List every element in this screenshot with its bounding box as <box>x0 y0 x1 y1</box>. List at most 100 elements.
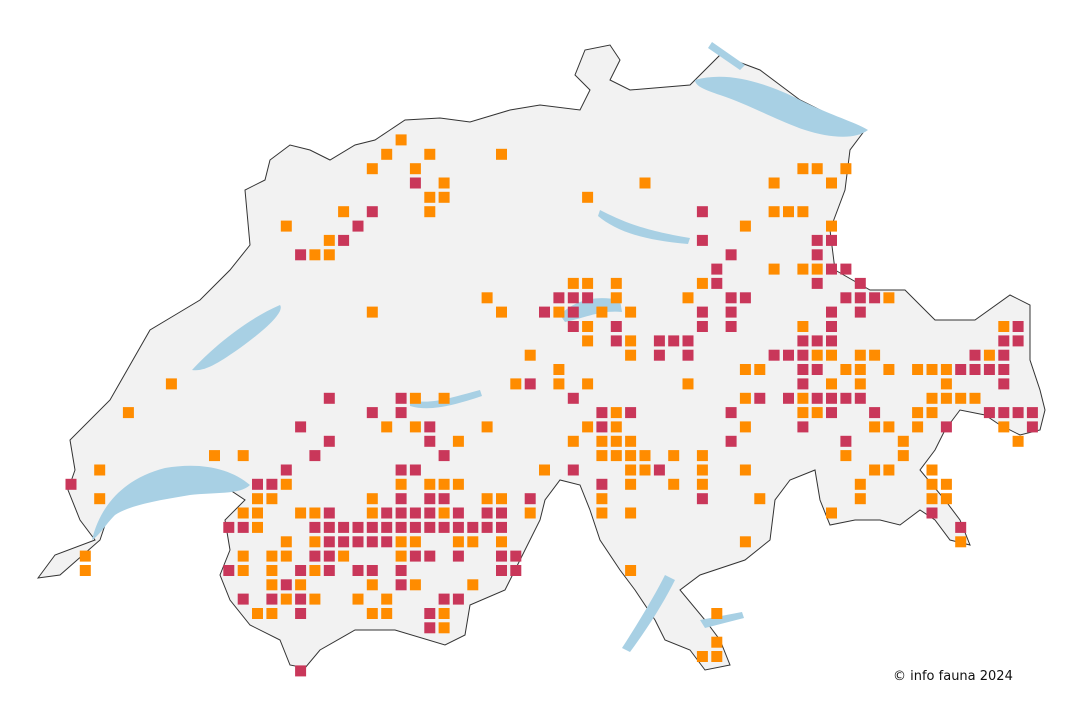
grid-cell-orange <box>797 392 809 404</box>
grid-cell-orange <box>309 249 321 261</box>
grid-cell-red <box>739 292 751 304</box>
grid-cell-orange <box>452 478 464 490</box>
grid-cell-orange <box>854 364 866 375</box>
grid-cell-orange <box>840 364 852 375</box>
grid-cell-red <box>696 234 708 246</box>
grid-cell-orange <box>625 349 637 361</box>
grid-cell-orange <box>366 579 378 591</box>
grid-cell-orange <box>510 378 522 390</box>
grid-cell-orange <box>237 565 249 576</box>
grid-cell-red <box>955 364 967 375</box>
grid-cell-red <box>295 249 307 261</box>
grid-cell-red <box>610 335 622 347</box>
grid-cell-red <box>854 277 866 289</box>
grid-cell-orange <box>424 478 436 490</box>
grid-cell-red <box>725 435 737 447</box>
grid-cell-orange <box>625 507 637 519</box>
grid-cell-orange <box>926 364 938 375</box>
grid-cell-red <box>826 306 837 318</box>
grid-cell-orange <box>811 407 823 419</box>
grid-cell-orange <box>252 521 263 533</box>
grid-cell-red <box>826 321 837 332</box>
grid-cell-orange <box>409 536 421 548</box>
grid-cell-orange <box>438 622 450 634</box>
grid-cell-red <box>797 335 809 347</box>
grid-cell-red <box>409 550 421 562</box>
grid-cell-orange <box>639 464 651 476</box>
grid-cell-orange <box>768 206 780 218</box>
grid-cell-red <box>366 206 378 218</box>
grid-cell-orange <box>481 292 493 304</box>
grid-cell-red <box>338 536 350 548</box>
grid-cell-orange <box>567 277 579 289</box>
grid-cell-orange <box>280 550 292 562</box>
grid-cell-orange <box>854 493 866 505</box>
grid-cell-red <box>280 579 292 591</box>
grid-cell-red <box>811 364 823 375</box>
grid-cell-red <box>496 565 507 576</box>
grid-cell-red <box>998 364 1010 375</box>
grid-cell-orange <box>481 493 493 505</box>
grid-cell-orange <box>811 263 823 275</box>
grid-cell-orange <box>739 392 751 404</box>
grid-cell-orange <box>481 421 493 433</box>
grid-cell-orange <box>424 206 436 218</box>
grid-cell-red <box>481 507 493 519</box>
grid-cell-orange <box>395 134 407 146</box>
grid-cell-orange <box>94 464 106 476</box>
grid-cell-red <box>223 565 235 576</box>
lake-geneva <box>92 465 250 540</box>
grid-cell-red <box>725 249 737 261</box>
grid-cell-orange <box>940 378 952 390</box>
lake-maggiore <box>622 575 675 652</box>
grid-cell-red <box>424 521 436 533</box>
lake-neuchatel <box>192 305 281 371</box>
grid-cell-orange <box>409 579 421 591</box>
grid-cell-red <box>998 407 1010 419</box>
grid-cell-orange <box>338 550 350 562</box>
grid-cell-orange <box>826 507 837 519</box>
grid-cell-orange <box>539 464 550 476</box>
grid-cell-orange <box>854 378 866 390</box>
grid-cell-orange <box>826 378 837 390</box>
grid-cell-red <box>323 536 335 548</box>
grid-cell-red <box>381 521 393 533</box>
grid-cell-red <box>826 407 837 419</box>
grid-cell-orange <box>582 277 594 289</box>
grid-cell-red <box>338 234 350 246</box>
grid-cell-orange <box>366 163 378 175</box>
grid-cell-red <box>596 421 608 433</box>
grid-cell-orange <box>696 277 708 289</box>
grid-cell-orange <box>295 507 307 519</box>
grid-cell-red <box>323 521 335 533</box>
grid-cell-red <box>969 349 981 361</box>
grid-cell-orange <box>739 220 751 232</box>
grid-cell-red <box>323 565 335 576</box>
grid-cell-orange <box>582 191 594 203</box>
grid-cell-red <box>366 565 378 576</box>
grid-cell-orange <box>811 349 823 361</box>
grid-cell-red <box>826 234 837 246</box>
grid-cell-red <box>567 464 579 476</box>
grid-cell-red <box>424 622 436 634</box>
grid-cell-orange <box>854 349 866 361</box>
grid-cell-orange <box>553 378 565 390</box>
grid-cell-red <box>653 335 665 347</box>
grid-cell-orange <box>381 421 393 433</box>
grid-cell-orange <box>711 651 723 662</box>
grid-cell-red <box>424 435 436 447</box>
grid-cell-red <box>1012 335 1024 347</box>
grid-cell-red <box>682 335 694 347</box>
grid-cell-red <box>754 392 766 404</box>
grid-cell-red <box>467 521 479 533</box>
grid-cell-orange <box>869 349 881 361</box>
grid-cell-red <box>295 608 307 619</box>
grid-cell-red <box>596 478 608 490</box>
grid-cell-orange <box>252 507 263 519</box>
grid-cell-red <box>323 550 335 562</box>
grid-cell-orange <box>826 177 837 189</box>
grid-cell-orange <box>783 206 794 218</box>
grid-cell-red <box>854 306 866 318</box>
grid-cell-red <box>323 507 335 519</box>
